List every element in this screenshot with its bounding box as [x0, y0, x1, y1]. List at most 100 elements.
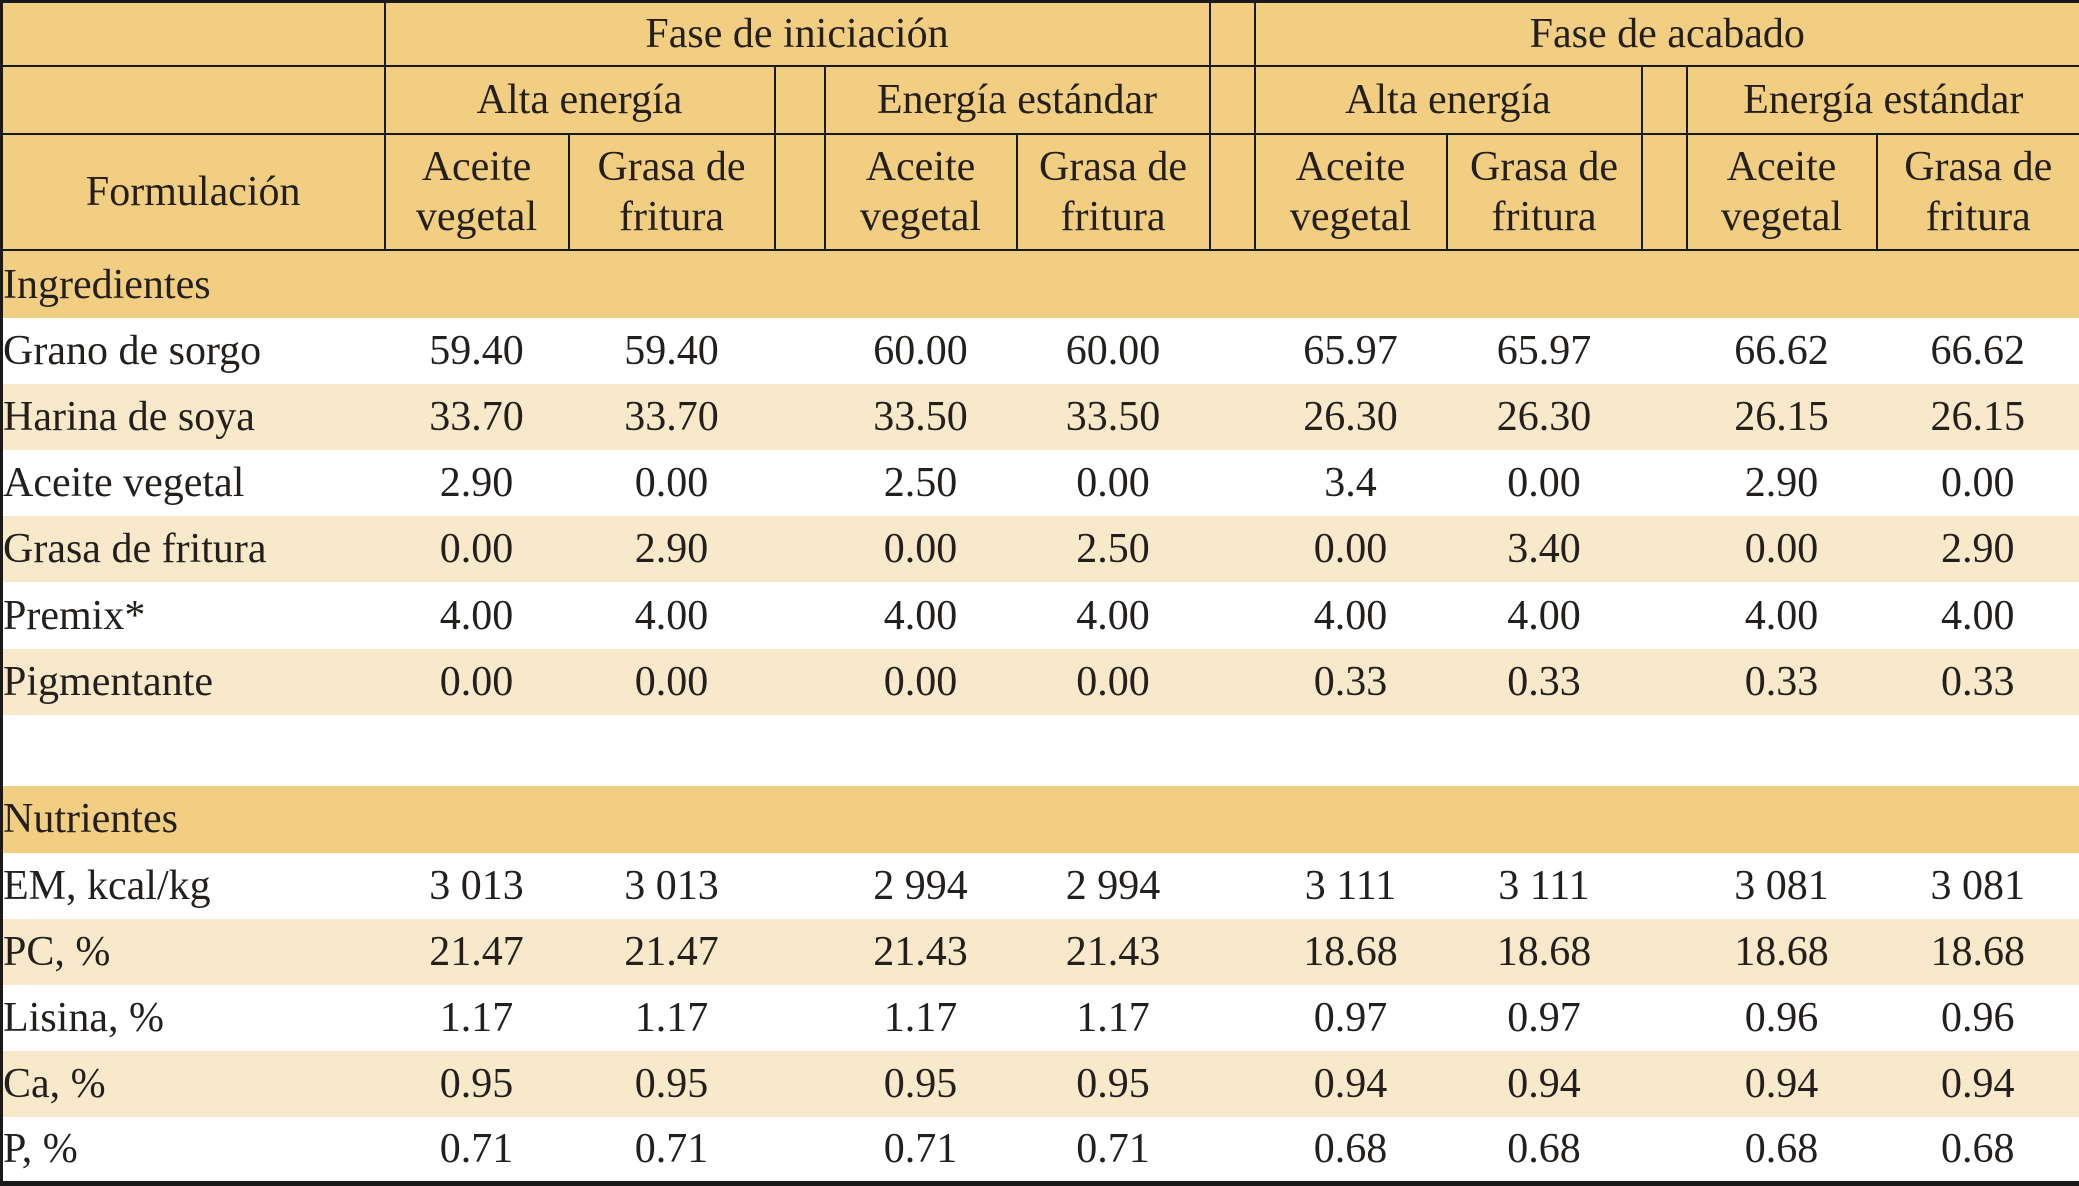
value-cell: 0.00 [883, 526, 958, 573]
value-cell: 0.96 [1744, 995, 1819, 1042]
value-cell: 59.40 [624, 328, 719, 375]
spacer-cell [775, 1051, 825, 1117]
section-title: Ingredientes [1, 250, 2079, 319]
value-cell: 18.68 [1930, 929, 2026, 976]
value-cell: 26.15 [1734, 394, 1829, 441]
value-cell: 33.70 [624, 394, 719, 441]
value-cell: 0.94 [1313, 1061, 1388, 1108]
value-cell: 4.00 [883, 592, 958, 639]
row-label: Premix* [3, 592, 146, 639]
value-cell: 2.90 [634, 526, 709, 573]
phase-spacer-cell [1208, 0, 1256, 67]
spacer-cell [775, 985, 825, 1051]
value-cell: 2 994 [1065, 862, 1161, 909]
spacer-cell [775, 649, 825, 715]
value-cell: 21.43 [1065, 929, 1161, 976]
spacer-cell [1210, 384, 1255, 450]
table-row: PC, % 21.47 21.47 21.43 21.43 18.68 18.68 18.68… [1, 918, 2079, 986]
spacer-cell [775, 384, 825, 450]
value-cell: 26.15 [1930, 394, 2026, 441]
energy-header-row: Alta energía Energía estándar Alta energ… [0, 65, 2079, 135]
table-body: Ingredientes Grano de sorgo 59.40 59.40 60.0… [1, 250, 2079, 1184]
spacer-cell [1210, 582, 1255, 648]
value-cell: 0.00 [1313, 526, 1388, 573]
row-label: Pigmentante [3, 658, 213, 705]
table-row: Grasa de fritura 0.00 2.90 0.00 2.50 0.00 3.40… [1, 516, 2079, 583]
value-cell: 0.95 [634, 1061, 709, 1108]
value-cell: 33.50 [873, 394, 968, 441]
spacer-cell [1642, 1117, 1687, 1183]
value-cell: 3 081 [1734, 862, 1829, 909]
table-row: P, % 0.71 0.71 0.71 0.71 0.68 0.68 0.68 0.68 [1, 1117, 2079, 1184]
column-header-fat: Grasa de fritura [1015, 133, 1211, 251]
value-cell: 0.33 [1744, 658, 1819, 705]
spacer-cell [1210, 985, 1255, 1051]
value-cell: 0.00 [634, 658, 709, 705]
spacer-cell [1208, 65, 1256, 135]
value-cell: 0.68 [1941, 1126, 2015, 1173]
value-cell: 0.33 [1507, 658, 1581, 705]
value-cell: 0.00 [883, 658, 958, 705]
value-cell: 1.17 [1076, 995, 1150, 1042]
value-cell: 33.70 [429, 394, 524, 441]
value-cell: 0.68 [1744, 1126, 1819, 1173]
value-cell: 2.90 [439, 460, 514, 507]
corner-cell-empty [0, 65, 386, 135]
value-cell: 0.00 [439, 526, 514, 573]
value-cell: 1.17 [883, 995, 958, 1042]
value-cell: 0.95 [883, 1061, 958, 1108]
spacer-cell [1208, 133, 1256, 251]
value-cell: 65.97 [1496, 328, 1592, 375]
spacer-cell [1640, 65, 1688, 135]
table-row: EM, kcal/kg 3 013 3 013 2 994 2 994 3 111 3 11… [1, 852, 2079, 919]
blank-gap-row [1, 714, 2079, 786]
row-label: P, % [3, 1126, 78, 1173]
value-cell: 21.43 [873, 929, 968, 976]
value-cell: 3 013 [624, 862, 719, 909]
spacer-cell [1210, 1117, 1255, 1183]
spacer-cell [1642, 318, 1687, 384]
energy-group-acabado-alta: Alta energía [1253, 65, 1643, 135]
spacer-cell [1210, 853, 1255, 919]
value-cell: 0.00 [439, 658, 514, 705]
row-label: PC, % [3, 929, 111, 976]
column-header-oil: Aceite vegetal [1685, 133, 1878, 251]
value-cell: 0.94 [1941, 1061, 2015, 1108]
value-cell: 4.00 [634, 592, 709, 639]
value-cell: 3 111 [1304, 862, 1397, 909]
value-cell: 2.50 [883, 460, 958, 507]
row-label: Ca, % [3, 1061, 106, 1108]
value-cell: 3.40 [1507, 526, 1581, 573]
table-row: Aceite vegetal 2.90 0.00 2.50 0.00 3.4 0.00 2.9… [1, 450, 2079, 517]
value-cell: 4.00 [1941, 592, 2015, 639]
spacer-cell [1642, 582, 1687, 648]
spacer-cell [773, 133, 826, 251]
value-cell: 0.00 [1744, 526, 1819, 573]
spacer-cell [775, 582, 825, 648]
row-label: Grano de sorgo [3, 328, 262, 375]
value-cell: 0.94 [1744, 1061, 1819, 1108]
value-cell: 1.17 [634, 995, 709, 1042]
spacer-cell [775, 853, 825, 919]
value-cell: 0.97 [1507, 995, 1581, 1042]
spacer-cell [1210, 919, 1255, 985]
spacer-cell [1210, 318, 1255, 384]
value-cell: 21.47 [429, 929, 524, 976]
spacer-cell [1210, 649, 1255, 715]
section-header-row: Ingredientes [1, 250, 2079, 319]
value-cell: 0.68 [1507, 1126, 1581, 1173]
value-cell: 0.71 [883, 1126, 958, 1173]
table-row: Pigmentante 0.00 0.00 0.00 0.00 0.33 0.33 0.33 0… [1, 648, 2079, 715]
value-cell: 59.40 [429, 328, 524, 375]
table-row: Lisina, % 1.17 1.17 1.17 1.17 0.97 0.97 0.96 0.9… [1, 985, 2079, 1052]
value-cell: 18.68 [1496, 929, 1592, 976]
value-cell: 0.68 [1313, 1126, 1388, 1173]
value-cell: 0.97 [1313, 995, 1388, 1042]
phase-header-iniciacion: Fase de iniciación [383, 0, 1211, 67]
column-header-fat: Grasa de fritura [567, 133, 776, 251]
row-label: EM, kcal/kg [3, 862, 211, 909]
value-cell: 3 013 [429, 862, 524, 909]
value-cell: 33.50 [1065, 394, 1161, 441]
value-cell: 0.95 [1076, 1061, 1150, 1108]
